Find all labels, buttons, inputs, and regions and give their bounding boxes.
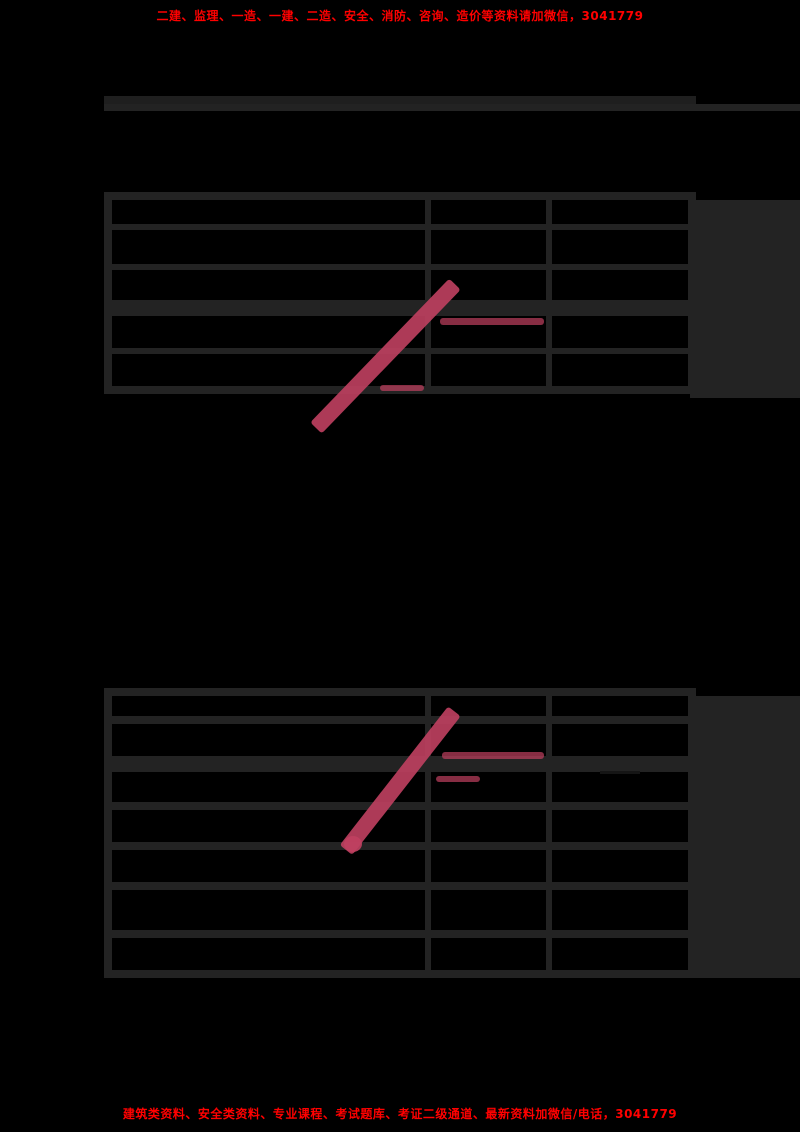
stamp-underline-2b [436, 776, 480, 782]
cell-dash-mark [600, 771, 640, 774]
table-cell [430, 850, 553, 890]
table-cell [430, 354, 553, 394]
bottom-watermark-banner: 建筑类资料、安全类资料、专业课程、考试题库、考证二级通道、最新资料加微信/电话，… [122, 1107, 678, 1121]
table-cell [552, 850, 696, 890]
table-cell [104, 938, 431, 978]
table-row [104, 810, 696, 850]
table-cell [104, 192, 431, 230]
table-row [104, 230, 696, 270]
table-cell [104, 724, 431, 772]
table-cell [552, 810, 696, 850]
table-cell [552, 688, 696, 724]
table-1 [104, 192, 696, 394]
table-cell [104, 890, 431, 938]
table-row [104, 724, 696, 772]
table-row [104, 890, 696, 938]
table-cell [552, 192, 696, 230]
table-cell [552, 270, 696, 316]
table-cell [552, 354, 696, 394]
table-row [104, 192, 696, 230]
table-row [104, 270, 696, 316]
table-row [104, 772, 696, 810]
table-cell [552, 230, 696, 270]
stamp-seal-dot [344, 836, 362, 852]
table-row [104, 688, 696, 724]
table-cell [552, 890, 696, 938]
table-cell [552, 938, 696, 978]
table-cell [104, 316, 431, 354]
table-cell [104, 688, 431, 724]
table-cell [552, 772, 696, 810]
table-cell [430, 724, 553, 772]
table-cell [104, 270, 431, 316]
top-watermark-banner: 二建、监理、一造、一建、二造、安全、消防、咨询、造价等资料请加微信，304177… [156, 9, 644, 23]
side-margin-block-1 [690, 200, 800, 398]
table-cell [104, 850, 431, 890]
table-cell [552, 316, 696, 354]
table-cell [552, 724, 696, 772]
table-cell [430, 230, 553, 270]
stamp-underline-2a [442, 752, 544, 759]
table-row [104, 938, 696, 978]
table-cell [104, 230, 431, 270]
table-cell [430, 938, 553, 978]
table-cell [430, 890, 553, 938]
table-cell [430, 810, 553, 850]
table-2 [104, 688, 696, 978]
stamp-underline-1a [440, 318, 544, 325]
stamp-underline-1b [380, 385, 424, 391]
table-row [104, 850, 696, 890]
side-margin-block-2 [690, 696, 800, 978]
table-cell [430, 192, 553, 230]
header-rule [104, 104, 800, 111]
